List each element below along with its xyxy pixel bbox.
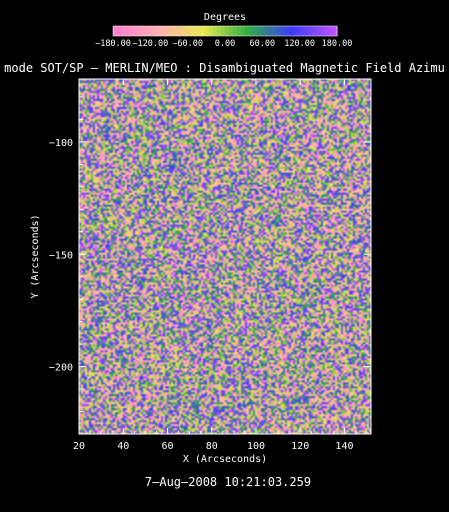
- colorbar-tick-labels: −180.00 −120.00 −60.00 0.00 60.00 120.00 180.0…: [95, 39, 352, 49]
- colorbar-tick-label: −60.00: [172, 39, 203, 49]
- colorbar-cell: [333, 26, 338, 36]
- colorbar-cell: [269, 26, 274, 36]
- colorbar-cell: [249, 26, 254, 36]
- colorbar-cell: [189, 26, 194, 36]
- colorbar-cell: [257, 26, 262, 36]
- x-tick-label: 100: [247, 441, 265, 452]
- colorbar-tick-label: 120.00: [284, 39, 315, 49]
- colorbar-cell: [313, 26, 318, 36]
- colorbar-cell: [137, 26, 142, 36]
- colorbar-cell: [233, 26, 238, 36]
- colorbar-cell: [237, 26, 242, 36]
- colorbar-cell: [289, 26, 294, 36]
- colorbar-cell: [277, 26, 282, 36]
- colorbar-cell: [185, 26, 190, 36]
- colorbar-cell: [229, 26, 234, 36]
- colorbar-cell: [285, 26, 290, 36]
- colorbar-gradient: [112, 25, 338, 37]
- colorbar-cell: [221, 26, 226, 36]
- x-tick-label: 40: [117, 441, 129, 452]
- colorbar-frame: [112, 25, 338, 37]
- colorbar-tick-label: −120.00: [132, 39, 168, 49]
- colorbar-cell: [113, 26, 118, 36]
- x-tick-label: 20: [73, 441, 85, 452]
- colorbar-cell: [169, 26, 174, 36]
- colorbar-cell: [157, 26, 162, 36]
- colorbar-tick-label: −180.00: [95, 39, 131, 49]
- colorbar-cell: [213, 26, 218, 36]
- colorbar-cell: [301, 26, 306, 36]
- colorbar-cell: [165, 26, 170, 36]
- colorbar-title: Degrees: [204, 12, 246, 23]
- colorbar-cell: [141, 26, 146, 36]
- colorbar-cell: [241, 26, 246, 36]
- y-axis-label: Y (Arcseconds): [30, 214, 41, 298]
- colorbar-cell: [309, 26, 314, 36]
- colorbar-cell: [209, 26, 214, 36]
- colorbar-tick-label: 0.00: [215, 39, 235, 49]
- colorbar-cell: [265, 26, 270, 36]
- colorbar-cell: [297, 26, 302, 36]
- colorbar-cell: [145, 26, 150, 36]
- colorbar-cell: [193, 26, 198, 36]
- colorbar-cell: [201, 26, 206, 36]
- x-tick-label: 140: [335, 441, 353, 452]
- colorbar-cell: [173, 26, 178, 36]
- colorbar-cell: [225, 26, 230, 36]
- colorbar-cell: [177, 26, 182, 36]
- chart-title: mode SOT/SP — MERLIN/MEO : Disambiguated…: [4, 61, 445, 75]
- colorbar-cell: [117, 26, 122, 36]
- x-tick-label: 80: [206, 441, 218, 452]
- colorbar-cell: [245, 26, 250, 36]
- azimuth-heatmap-image: [79, 79, 371, 434]
- colorbar-cell: [317, 26, 322, 36]
- colorbar-cell: [133, 26, 138, 36]
- y-tick-label: −100: [49, 138, 73, 149]
- y-axis: −100 −150 −200: [49, 96, 371, 435]
- colorbar-cell: [217, 26, 222, 36]
- colorbar: Degrees −180.00 −120.00 −60.00 0.00 60.00 120…: [95, 12, 352, 49]
- colorbar-cell: [129, 26, 134, 36]
- y-tick-label: −200: [49, 363, 73, 374]
- colorbar-cell: [325, 26, 330, 36]
- colorbar-cell: [329, 26, 334, 36]
- colorbar-cell: [153, 26, 158, 36]
- x-axis-label: X (Arcseconds): [183, 454, 267, 465]
- timestamp-footer: 7—Aug—2008 10:21:03.259: [145, 475, 311, 489]
- colorbar-cell: [149, 26, 154, 36]
- colorbar-cell: [261, 26, 266, 36]
- x-axis: 20 40 60 80 100 120 140: [73, 79, 368, 452]
- colorbar-tick-label: 180.00: [322, 39, 353, 49]
- colorbar-cell: [253, 26, 258, 36]
- colorbar-cell: [125, 26, 130, 36]
- colorbar-cell: [273, 26, 278, 36]
- x-tick-label: 60: [161, 441, 173, 452]
- colorbar-cell: [121, 26, 126, 36]
- y-tick-label: −150: [49, 250, 73, 261]
- colorbar-cell: [293, 26, 298, 36]
- colorbar-cell: [321, 26, 326, 36]
- colorbar-cell: [197, 26, 202, 36]
- plot-frame: [78, 78, 372, 435]
- colorbar-cell: [305, 26, 310, 36]
- x-tick-label: 120: [291, 441, 309, 452]
- colorbar-cell: [181, 26, 186, 36]
- colorbar-cell: [281, 26, 286, 36]
- colorbar-cell: [205, 26, 210, 36]
- colorbar-tick-label: 60.00: [250, 39, 276, 49]
- plot-area: 20 40 60 80 100 120 140 −100 −150 −200: [49, 78, 372, 452]
- colorbar-cell: [161, 26, 166, 36]
